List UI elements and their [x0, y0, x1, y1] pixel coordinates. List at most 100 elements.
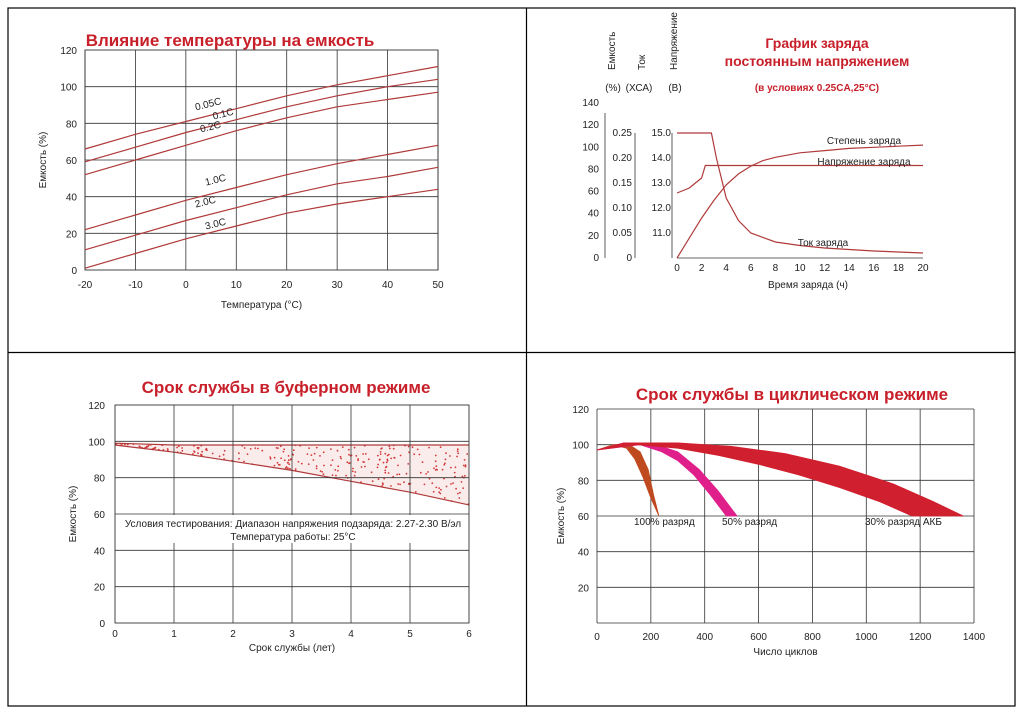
band-dot [407, 463, 410, 465]
y-tick-label: 100 [60, 83, 77, 94]
x-tick-label: 6 [748, 263, 754, 274]
band-dot [181, 447, 184, 449]
band-dot [353, 446, 356, 449]
band-dot [243, 447, 246, 449]
band-dot [313, 452, 316, 455]
x-tick-label: 0 [594, 632, 600, 643]
band-dot [444, 462, 446, 465]
band-dot [197, 452, 199, 455]
band-dot [445, 452, 447, 455]
x-tick-label: -20 [78, 280, 93, 291]
band-dot [416, 448, 419, 451]
band-dot [323, 464, 325, 467]
axis-header-unit: (ХСА) [626, 83, 653, 94]
band-dot [277, 447, 279, 449]
y-tick-label: 0 [71, 266, 77, 277]
y-axis-label: Емкость (%) [556, 488, 567, 545]
y-tick-label: 80 [94, 474, 106, 485]
capacity-tick-label: 140 [582, 98, 599, 109]
x-tick-label: 1400 [963, 632, 986, 643]
band-label: 50% разряд [722, 517, 777, 528]
series-label: 3.0C [204, 217, 227, 233]
band-dot [340, 457, 342, 460]
band-dot [462, 464, 465, 467]
band-dot [379, 453, 382, 455]
band-dot [457, 452, 460, 455]
band-dot [398, 473, 401, 476]
band-dot [455, 487, 457, 490]
band-dot [276, 461, 279, 464]
y-tick-label: 60 [578, 512, 590, 523]
band-dot [431, 482, 434, 485]
y-axis-label: Емкость (%) [68, 486, 79, 543]
y-tick-label: 120 [60, 46, 77, 57]
band-dot [461, 475, 464, 478]
x-tick-label: 400 [696, 632, 713, 643]
band-dot [460, 481, 463, 483]
band-dot [287, 459, 290, 462]
x-tick-label: 6 [466, 629, 472, 640]
band-dot [238, 452, 240, 455]
band-dot [456, 450, 459, 452]
band-dot [181, 449, 184, 452]
band-dot [389, 447, 391, 450]
band-dot [385, 461, 388, 464]
band-dot [257, 447, 259, 450]
band-dot [315, 446, 318, 449]
operating-temperature-text: Температура работы: 25°C [230, 531, 355, 543]
series-label: Ток заряда [798, 238, 849, 249]
axis-header-label: Напряжение [669, 12, 680, 70]
y-axis-label: Емкость (%) [38, 132, 49, 189]
band-dot [147, 444, 150, 447]
x-tick-label: 0 [112, 629, 118, 640]
x-tick-label: 20 [281, 280, 293, 291]
chart-title: Срок службы в буферном режиме [142, 378, 431, 397]
band-dot [377, 463, 379, 466]
band-dot [456, 448, 459, 451]
series-line-charge-current [677, 132, 924, 254]
band-dot [463, 459, 466, 461]
y-tick-label: 60 [94, 510, 106, 521]
y-tick-label: 40 [94, 546, 106, 557]
y-tick-label: 80 [66, 119, 78, 130]
current-tick-label: 0 [626, 253, 632, 264]
band-dot [348, 453, 350, 456]
x-tick-label: 200 [643, 632, 660, 643]
band-dot [413, 453, 416, 456]
band-dot [393, 456, 396, 459]
band-dot [331, 474, 334, 476]
band-dot [384, 471, 387, 474]
x-tick-label: 5 [407, 629, 413, 640]
band-dot [287, 467, 289, 470]
x-tick-label: 18 [893, 263, 905, 274]
band-dot [307, 463, 310, 465]
band-dot [380, 448, 382, 450]
band-dot [377, 478, 380, 481]
band-dot [428, 446, 430, 449]
current-tick-label: 0.25 [613, 128, 633, 139]
voltage-tick-label: 12.0 [652, 203, 672, 214]
y-tick-label: 120 [88, 401, 105, 412]
x-tick-label: 30 [332, 280, 344, 291]
band-dot [322, 473, 325, 475]
band-dot [381, 482, 384, 484]
band-dot [405, 472, 408, 475]
band-dot [392, 447, 395, 450]
band-dot [384, 466, 387, 469]
series-line [84, 78, 439, 163]
band-dot [341, 446, 344, 448]
band-dot [384, 452, 387, 455]
band-dot [353, 474, 356, 477]
band-dot [347, 448, 350, 451]
band-dot [196, 446, 199, 449]
axis-header-label: Ток [637, 54, 648, 70]
band-dot [218, 455, 221, 458]
voltage-tick-label: 15.0 [652, 128, 672, 139]
band-dot [364, 465, 366, 468]
y-tick-label: 80 [578, 476, 590, 487]
band-dot [334, 469, 337, 471]
x-tick-label: 2 [230, 629, 236, 640]
band-dot [449, 455, 451, 457]
x-tick-label: 1200 [909, 632, 932, 643]
